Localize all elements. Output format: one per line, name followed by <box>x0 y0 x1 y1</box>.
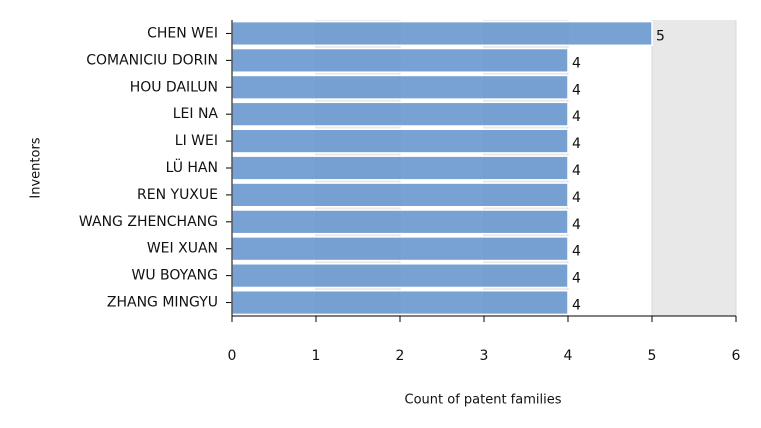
x-tick-label: 2 <box>396 348 405 364</box>
bar <box>231 289 569 316</box>
bar <box>231 209 569 235</box>
y-tick-label: LI WEI <box>175 133 218 149</box>
x-tick-label: 5 <box>648 348 657 364</box>
x-tick-label: 4 <box>564 348 573 364</box>
y-tick-label: ZHANG MINGYU <box>107 295 218 311</box>
bar <box>231 155 569 181</box>
bar <box>231 47 569 73</box>
value-label: 4 <box>572 244 581 260</box>
value-label: 4 <box>572 109 581 125</box>
plot-band <box>652 20 736 316</box>
y-tick-label: WANG ZHENCHANG <box>79 214 218 230</box>
y-tick-label: LÜ HAN <box>166 158 218 176</box>
bar <box>231 128 569 154</box>
bar <box>231 263 569 289</box>
bar <box>231 236 569 262</box>
value-label: 4 <box>572 271 581 287</box>
x-axis-label: Count of patent families <box>405 393 562 408</box>
y-tick-label: REN YUXUE <box>137 187 218 203</box>
x-tick-label: 0 <box>228 348 237 364</box>
y-tick-label: WEI XUAN <box>147 241 218 257</box>
bar <box>231 182 569 208</box>
y-tick-label: COMANICIU DORIN <box>86 52 218 68</box>
y-tick-label: LEI NA <box>173 106 219 122</box>
value-label: 4 <box>572 190 581 206</box>
y-tick-label: HOU DAILUN <box>130 79 218 95</box>
value-label: 4 <box>572 55 581 71</box>
x-tick-label: 6 <box>732 348 741 364</box>
value-label: 5 <box>656 28 665 44</box>
bar <box>231 20 653 47</box>
value-label: 4 <box>572 298 581 314</box>
bar <box>231 101 569 127</box>
value-label: 4 <box>572 82 581 98</box>
x-tick-label: 1 <box>312 348 321 364</box>
y-tick-label: CHEN WEI <box>147 25 218 41</box>
value-label: 4 <box>572 136 581 152</box>
value-label: 4 <box>572 163 581 179</box>
bar <box>231 74 569 100</box>
y-tick-label: WU BOYANG <box>131 268 218 284</box>
x-tick-label: 3 <box>480 348 489 364</box>
value-label: 4 <box>572 217 581 233</box>
y-axis-label: Inventors <box>29 137 44 198</box>
